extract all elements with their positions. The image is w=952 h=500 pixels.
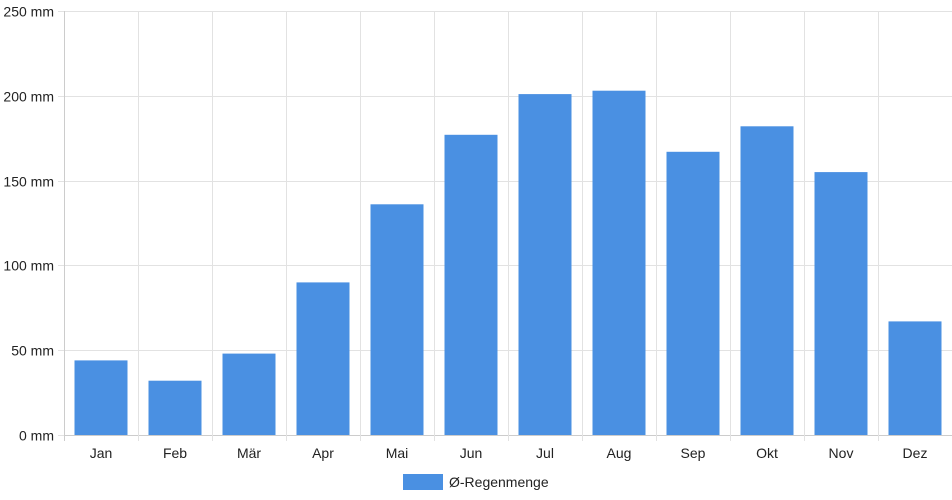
legend-label[interactable]: Ø-Regenmenge [449,474,549,490]
x-tick-label: Mai [386,445,409,461]
bar-jul[interactable] [518,94,572,435]
x-tick-label: Sep [681,445,706,461]
bar-okt[interactable] [740,126,794,436]
x-tick-label: Dez [903,445,928,461]
bar-mär[interactable] [222,353,276,435]
y-tick-label: 100 mm [3,258,54,274]
bar-sep[interactable] [666,151,720,436]
x-axis-tick-labels: Jan Feb Mär Apr Mai Jun Jul Aug Sep Okt Nov Dez [90,445,928,461]
x-tick-label: Apr [312,445,334,461]
y-tick-label: 250 mm [3,4,54,20]
bar-jun[interactable] [444,134,498,436]
bar-feb[interactable] [148,380,202,435]
y-tick-label: 0 mm [19,428,54,444]
legend[interactable]: Ø-Regenmenge [403,474,549,490]
bar-aug[interactable] [592,90,646,435]
bar-apr[interactable] [296,282,350,435]
x-tick-label: Aug [607,445,632,461]
x-tick-label: Jul [536,445,554,461]
bar-jan[interactable] [74,360,128,435]
bars [74,90,942,436]
y-tick-label: 150 mm [3,174,54,190]
x-tick-label: Mär [237,445,261,461]
x-tick-label: Jan [90,445,113,461]
y-tick-label: 200 mm [3,89,54,105]
x-tick-label: Feb [163,445,187,461]
bar-mai[interactable] [370,204,424,435]
bar-nov[interactable] [814,172,868,435]
y-axis-tick-labels: 0 mm 50 mm 100 mm 150 mm 200 mm 250 mm [3,4,54,444]
x-tick-label: Jun [460,445,483,461]
legend-swatch[interactable] [403,474,443,490]
x-tick-label: Nov [829,445,854,461]
grid-lines [58,11,952,441]
x-tick-label: Okt [756,445,778,461]
bar-dez[interactable] [888,321,942,435]
y-tick-label: 50 mm [11,343,54,359]
